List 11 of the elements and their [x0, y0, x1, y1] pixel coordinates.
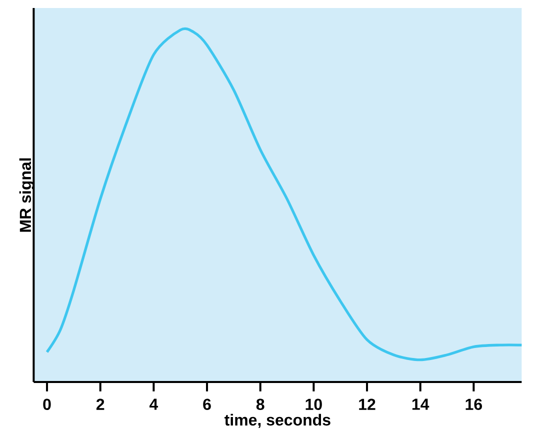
- x-tick-label: 16: [466, 398, 482, 410]
- x-tick-label: 0: [43, 398, 51, 410]
- x-tick-label: 2: [96, 398, 104, 410]
- x-tick-label: 12: [359, 398, 376, 410]
- y-axis-title: MR signal: [19, 158, 34, 232]
- x-tick-label: 6: [203, 398, 211, 410]
- x-axis-title: time, seconds: [224, 414, 330, 428]
- x-tick-label: 8: [256, 398, 264, 410]
- x-tick-label: 14: [412, 398, 430, 410]
- x-tick-label: 10: [306, 398, 322, 410]
- x-tick-label: 4: [149, 398, 158, 410]
